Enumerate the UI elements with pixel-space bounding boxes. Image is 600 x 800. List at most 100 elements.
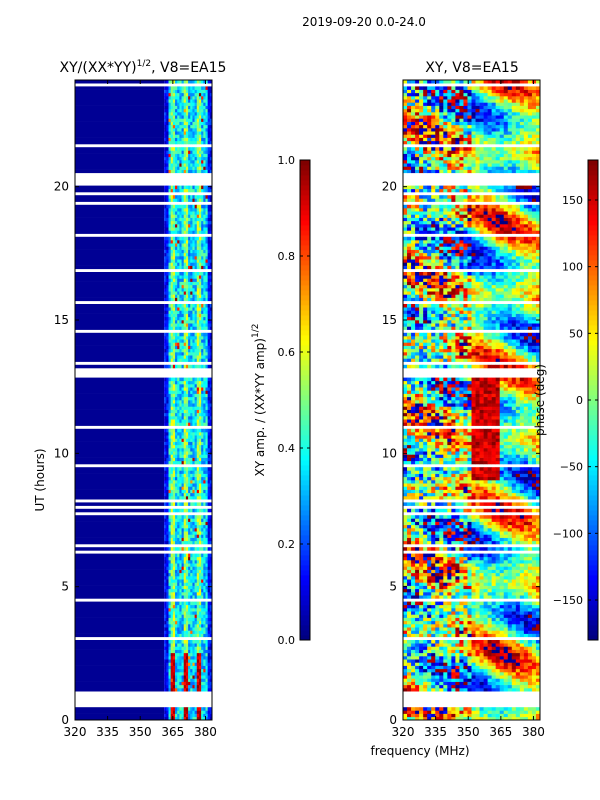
heatmap-cell bbox=[190, 652, 193, 657]
heatmap-cell bbox=[166, 467, 169, 471]
heatmap-cell bbox=[443, 643, 448, 647]
heatmap-cell bbox=[515, 624, 521, 628]
heatmap-cell bbox=[166, 524, 169, 529]
heatmap-cell bbox=[164, 563, 167, 567]
heatmap-cell bbox=[183, 444, 187, 449]
heatmap-cell bbox=[75, 588, 165, 593]
heatmap-cell bbox=[188, 137, 191, 142]
heatmap-cell bbox=[203, 147, 206, 151]
heatmap-cell bbox=[172, 307, 176, 311]
heatmap-cell bbox=[201, 224, 204, 228]
heatmap-cell bbox=[407, 640, 412, 644]
heatmap-cell bbox=[194, 204, 198, 209]
heatmap-cell bbox=[205, 124, 208, 129]
heatmap-cell bbox=[188, 672, 191, 676]
heatmap-cell bbox=[439, 649, 444, 654]
heatmap-cell bbox=[164, 576, 167, 580]
heatmap-cell bbox=[185, 236, 189, 241]
heatmap-cell bbox=[407, 707, 412, 711]
heatmap-cell bbox=[183, 659, 187, 663]
heatmap-cell bbox=[183, 112, 187, 116]
heatmap-cell bbox=[471, 630, 476, 634]
heatmap-cell bbox=[172, 566, 176, 570]
heatmap-cell bbox=[427, 643, 432, 647]
heatmap-cell bbox=[185, 355, 189, 359]
heatmap-cell bbox=[519, 681, 525, 686]
heatmap-cell bbox=[170, 483, 174, 487]
heatmap-cell bbox=[207, 220, 211, 225]
heatmap-cell bbox=[188, 480, 191, 484]
heatmap-cell bbox=[181, 326, 185, 330]
heatmap-cell bbox=[188, 412, 191, 417]
heatmap-cell bbox=[198, 227, 202, 231]
heatmap-cell bbox=[175, 134, 178, 138]
heatmap-cell bbox=[170, 220, 174, 225]
heatmap-cell bbox=[491, 646, 496, 650]
heatmap-cell bbox=[75, 560, 165, 564]
heatmap-cell bbox=[447, 633, 452, 638]
heatmap-cell bbox=[170, 604, 174, 609]
heatmap-cell bbox=[170, 441, 174, 446]
heatmap-cell bbox=[75, 646, 165, 650]
heatmap-cell bbox=[168, 236, 171, 241]
heatmap-cell bbox=[172, 432, 176, 436]
heatmap-cell bbox=[177, 630, 180, 634]
heatmap-cell bbox=[535, 617, 541, 622]
heatmap-cell bbox=[185, 124, 189, 129]
heatmap-cell bbox=[175, 108, 178, 113]
heatmap-cell bbox=[181, 540, 185, 545]
heatmap-cell bbox=[190, 307, 193, 311]
heatmap-cell bbox=[185, 185, 189, 190]
heatmap-cell bbox=[483, 684, 488, 689]
heatmap-cell bbox=[166, 393, 169, 398]
heatmap-cell bbox=[203, 614, 206, 618]
heatmap-cell bbox=[535, 652, 541, 657]
heatmap-cell bbox=[192, 608, 195, 612]
heatmap-cell bbox=[196, 592, 200, 596]
heatmap-cell bbox=[188, 460, 191, 465]
heatmap-cell bbox=[75, 211, 165, 215]
heatmap-cell bbox=[181, 278, 185, 282]
heatmap-cell bbox=[177, 467, 180, 471]
heatmap-cell bbox=[168, 678, 171, 682]
heatmap-cell bbox=[175, 96, 178, 100]
heatmap-cell bbox=[188, 387, 191, 391]
heatmap-cell bbox=[201, 86, 204, 90]
heatmap-cell bbox=[209, 246, 213, 250]
heatmap-cell bbox=[203, 345, 206, 350]
heatmap-cell bbox=[183, 400, 187, 404]
heatmap-cell bbox=[177, 611, 180, 615]
heatmap-cell bbox=[499, 672, 505, 676]
heatmap-cell bbox=[201, 467, 204, 471]
heatmap-cell bbox=[205, 540, 208, 545]
heatmap-cell bbox=[198, 396, 202, 401]
colorbar-swatch bbox=[300, 365, 310, 371]
heatmap-cell bbox=[181, 614, 185, 618]
heatmap-cell bbox=[207, 345, 211, 350]
heatmap-cell bbox=[205, 348, 208, 353]
heatmap-cell bbox=[192, 96, 195, 100]
heatmap-cell bbox=[75, 531, 165, 535]
heatmap-cell bbox=[201, 444, 204, 449]
colorbar-swatch bbox=[300, 585, 310, 591]
heatmap-cell bbox=[168, 454, 171, 458]
heatmap-cell bbox=[203, 515, 206, 519]
heatmap-cell bbox=[175, 310, 178, 314]
heatmap-cell bbox=[439, 668, 444, 673]
heatmap-cell bbox=[423, 710, 428, 714]
heatmap-cell bbox=[175, 588, 178, 593]
heatmap-cell bbox=[205, 611, 208, 615]
heatmap-cell bbox=[511, 672, 517, 676]
heatmap-cell bbox=[190, 643, 193, 647]
heatmap-cell bbox=[164, 320, 167, 324]
heatmap-cell bbox=[201, 473, 204, 478]
heatmap-cell bbox=[443, 630, 448, 634]
heatmap-cell bbox=[175, 595, 178, 599]
heatmap-cell bbox=[205, 140, 208, 145]
heatmap-cell bbox=[170, 486, 174, 490]
heatmap-cell bbox=[201, 284, 204, 289]
heatmap-cell bbox=[209, 716, 213, 721]
heatmap-cell bbox=[175, 345, 178, 350]
heatmap-cell bbox=[203, 592, 206, 596]
colorbar-swatch bbox=[300, 225, 310, 231]
